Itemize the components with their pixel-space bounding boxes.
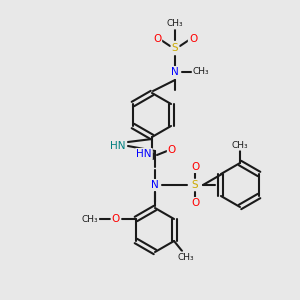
Text: HN: HN [136,149,152,159]
Text: O: O [112,214,120,224]
Text: N: N [171,67,179,77]
Text: S: S [192,180,198,190]
Text: CH₃: CH₃ [178,253,194,262]
Text: CH₃: CH₃ [193,68,209,76]
Text: O: O [191,162,199,172]
Text: CH₃: CH₃ [232,140,248,149]
Text: CH₃: CH₃ [167,20,183,28]
Text: O: O [153,34,161,44]
Text: S: S [172,43,178,53]
Text: CH₃: CH₃ [82,214,98,224]
Text: O: O [168,145,176,155]
Text: O: O [191,198,199,208]
Text: HN: HN [110,141,126,151]
Text: N: N [151,180,159,190]
Text: O: O [189,34,197,44]
